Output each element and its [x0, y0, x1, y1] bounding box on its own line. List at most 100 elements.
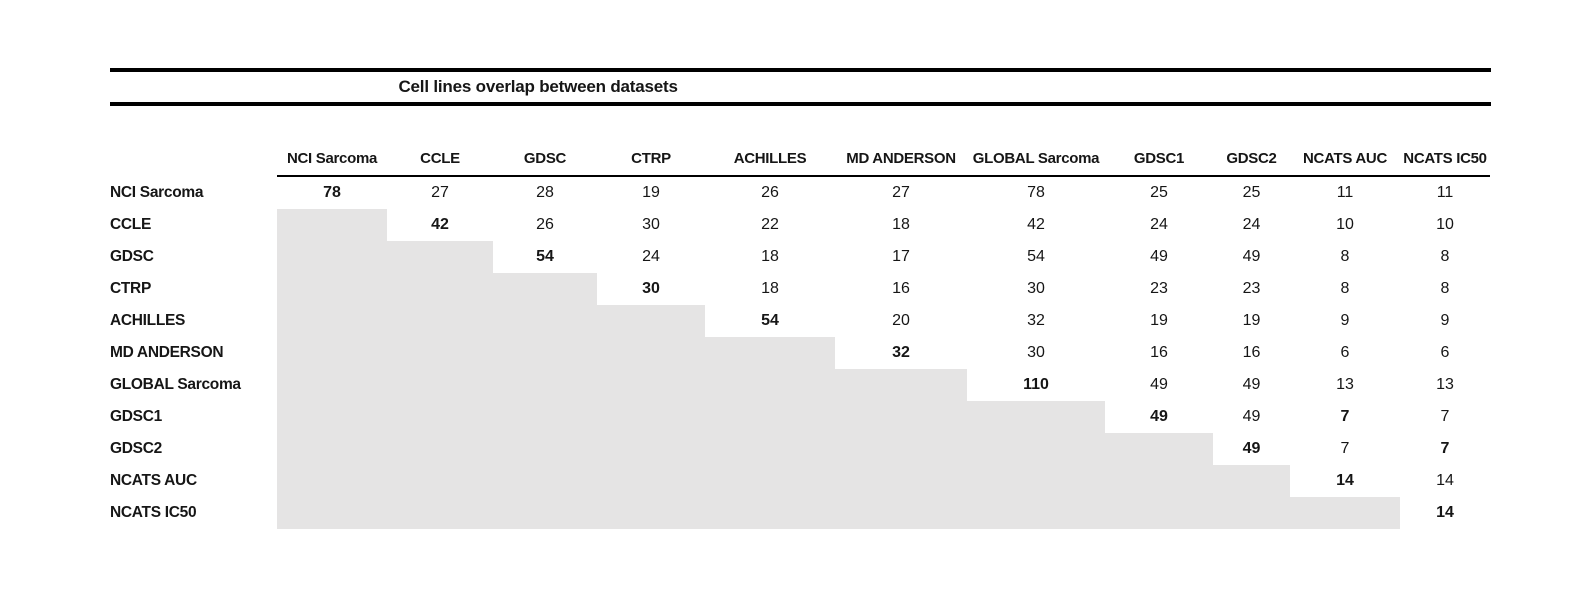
matrix-cell	[597, 369, 705, 401]
column-header: MD ANDERSON	[835, 143, 967, 177]
table-row: CCLE 42 26 30 22 18 42 24 24 10 10	[110, 209, 1490, 241]
overlap-matrix-table: NCI Sarcoma CCLE GDSC CTRP ACHILLES MD ANDERS…	[110, 143, 1490, 529]
matrix-cell	[493, 433, 597, 465]
column-header: GDSC2	[1213, 143, 1290, 177]
row-label: GDSC	[110, 248, 154, 265]
matrix-cell: 78	[323, 184, 341, 201]
matrix-cell: 14	[1336, 472, 1354, 489]
matrix-cell: 23	[1150, 280, 1168, 297]
matrix-cell	[277, 305, 387, 337]
matrix-cell: 9	[1440, 312, 1450, 329]
column-header: GDSC1	[1105, 143, 1213, 177]
column-header: GLOBAL Sarcoma	[967, 143, 1105, 177]
matrix-cell	[835, 465, 967, 497]
matrix-cell: 49	[1150, 376, 1168, 393]
matrix-cell: 54	[1027, 248, 1045, 265]
matrix-cell	[493, 465, 597, 497]
matrix-cell	[277, 497, 387, 529]
matrix-cell: 7	[1440, 408, 1450, 425]
matrix-cell	[493, 401, 597, 433]
matrix-cell: 20	[892, 312, 910, 329]
matrix-cell	[277, 273, 387, 305]
matrix-cell: 26	[536, 216, 554, 233]
matrix-cell: 7	[1340, 440, 1350, 457]
matrix-cell	[967, 401, 1105, 433]
matrix-cell	[705, 401, 835, 433]
matrix-cell	[835, 369, 967, 401]
table-row: CTRP 30 18 16 30 23 23 8 8	[110, 273, 1490, 305]
row-label: NCATS AUC	[110, 472, 197, 489]
matrix-cell	[835, 497, 967, 529]
matrix-cell: 23	[1242, 280, 1261, 297]
matrix-cell: 49	[1242, 408, 1261, 425]
overlap-table-figure: Cell lines overlap between datasets NCI …	[110, 68, 1491, 529]
matrix-cell	[597, 401, 705, 433]
matrix-cell: 42	[1027, 216, 1045, 233]
matrix-cell: 11	[1336, 184, 1354, 201]
matrix-cell	[967, 433, 1105, 465]
matrix-cell: 14	[1436, 472, 1454, 489]
table-row: GDSC2 49 7 7	[110, 433, 1490, 465]
row-label: GDSC1	[110, 408, 162, 425]
matrix-cell	[1105, 497, 1213, 529]
matrix-cell	[493, 305, 597, 337]
row-label: GDSC2	[110, 440, 162, 457]
matrix-cell: 30	[642, 216, 660, 233]
matrix-cell	[493, 337, 597, 369]
row-label: NCATS IC50	[110, 504, 197, 521]
matrix-cell: 9	[1340, 312, 1350, 329]
matrix-cell	[387, 241, 493, 273]
matrix-cell	[277, 337, 387, 369]
matrix-cell	[1105, 433, 1213, 465]
matrix-cell	[597, 337, 705, 369]
matrix-cell	[277, 465, 387, 497]
matrix-cell: 8	[1440, 248, 1450, 265]
matrix-cell	[493, 369, 597, 401]
matrix-cell	[387, 465, 493, 497]
matrix-cell: 49	[1242, 248, 1261, 265]
matrix-cell: 13	[1336, 376, 1354, 393]
matrix-cell	[1105, 465, 1213, 497]
matrix-cell: 49	[1150, 408, 1168, 425]
row-label: CTRP	[110, 280, 151, 297]
matrix-cell: 16	[1150, 344, 1168, 361]
matrix-cell	[277, 209, 387, 241]
matrix-cell	[1213, 465, 1290, 497]
table-row: GDSC 54 24 18 17 54 49 49 8 8	[110, 241, 1490, 273]
matrix-cell	[597, 305, 705, 337]
matrix-cell	[493, 273, 597, 305]
matrix-cell: 6	[1440, 344, 1450, 361]
matrix-cell	[705, 433, 835, 465]
matrix-cell: 17	[892, 248, 910, 265]
top-rule	[110, 68, 1491, 72]
matrix-cell: 19	[1150, 312, 1168, 329]
matrix-cell: 6	[1340, 344, 1350, 361]
matrix-cell: 32	[1027, 312, 1045, 329]
matrix-cell: 42	[431, 216, 449, 233]
matrix-cell: 8	[1340, 280, 1350, 297]
mid-rule	[110, 102, 1491, 106]
column-header: NCATS AUC	[1290, 143, 1400, 177]
matrix-cell	[705, 369, 835, 401]
row-label: GLOBAL Sarcoma	[110, 376, 241, 393]
matrix-cell	[1213, 497, 1290, 529]
matrix-cell: 30	[1027, 280, 1045, 297]
matrix-cell: 19	[642, 184, 660, 201]
matrix-cell: 24	[642, 248, 660, 265]
matrix-cell: 13	[1436, 376, 1454, 393]
header-row: NCI Sarcoma CCLE GDSC CTRP ACHILLES MD ANDERS…	[110, 143, 1490, 177]
table-header: NCI Sarcoma CCLE GDSC CTRP ACHILLES MD ANDERS…	[110, 143, 1490, 177]
matrix-cell: 54	[761, 312, 779, 329]
matrix-cell: 14	[1436, 504, 1454, 521]
matrix-cell: 28	[536, 184, 554, 201]
matrix-cell: 11	[1436, 184, 1454, 201]
column-header: ACHILLES	[705, 143, 835, 177]
matrix-cell: 78	[1027, 184, 1045, 201]
matrix-cell	[1290, 497, 1400, 529]
matrix-cell: 19	[1242, 312, 1261, 329]
title-band: Cell lines overlap between datasets	[110, 72, 1491, 102]
matrix-cell: 18	[892, 216, 910, 233]
matrix-cell	[387, 369, 493, 401]
matrix-cell	[387, 401, 493, 433]
matrix-cell: 25	[1150, 184, 1168, 201]
